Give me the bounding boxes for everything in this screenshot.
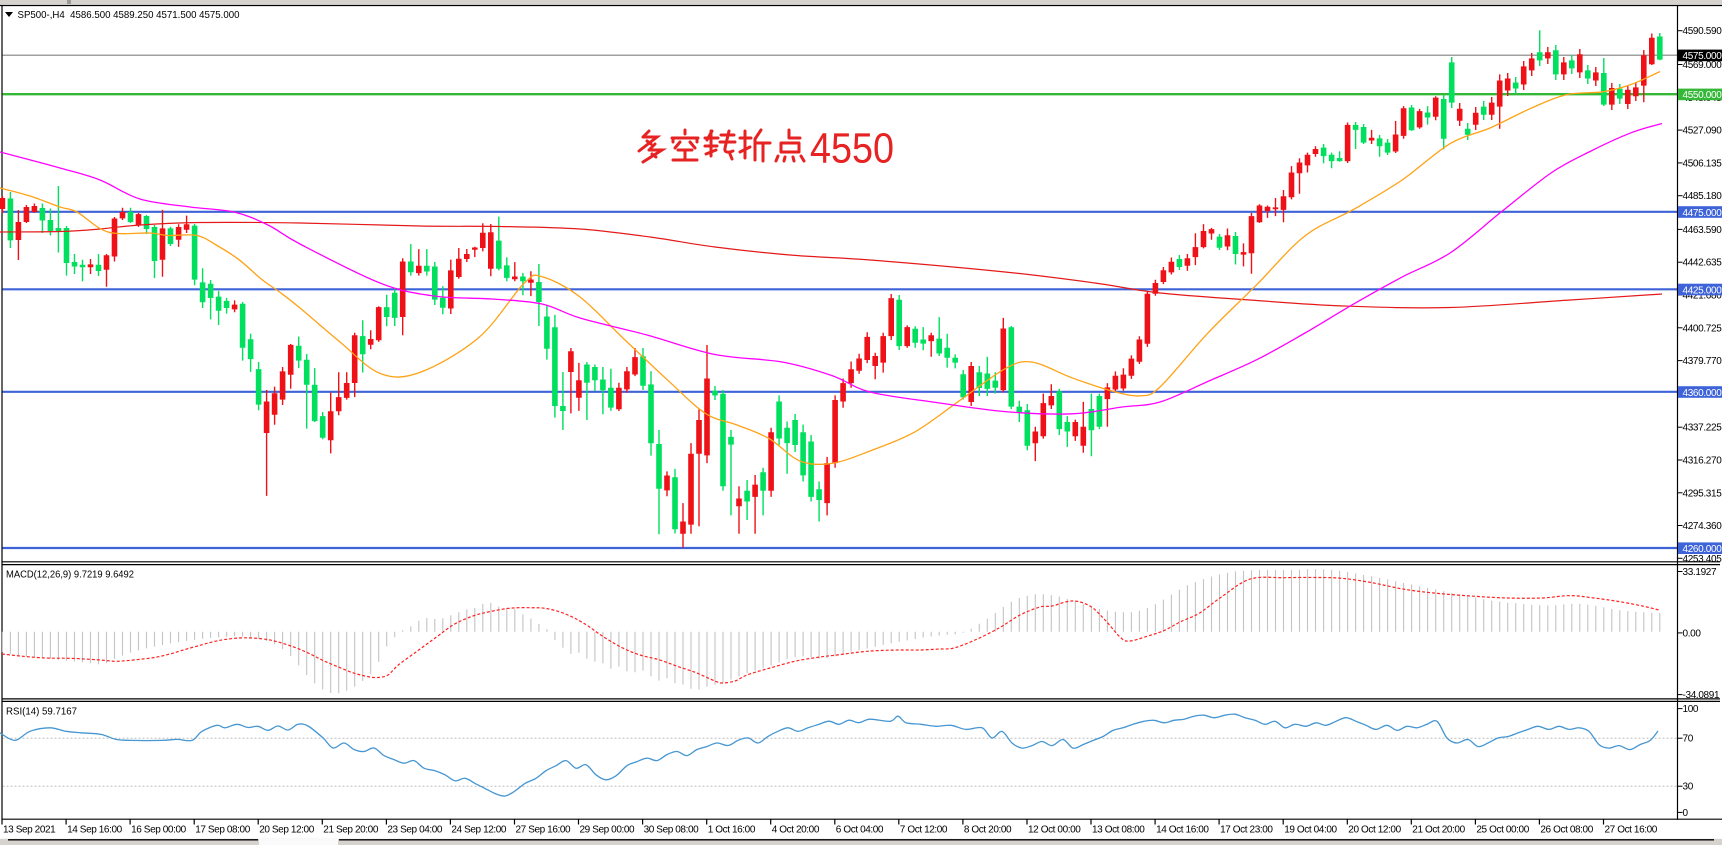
svg-text:20 Sep 12:00: 20 Sep 12:00 xyxy=(259,825,315,836)
svg-text:0: 0 xyxy=(1683,808,1689,819)
svg-text:4425.000: 4425.000 xyxy=(1683,285,1722,296)
svg-text:19 Oct 04:00: 19 Oct 04:00 xyxy=(1284,825,1337,836)
svg-text:100: 100 xyxy=(1683,704,1699,715)
svg-text:4379.770: 4379.770 xyxy=(1683,356,1722,367)
svg-text:MACD(12,26,9) 9.7219 9.6492: MACD(12,26,9) 9.7219 9.6492 xyxy=(6,568,134,580)
svg-text:21 Sep 20:00: 21 Sep 20:00 xyxy=(323,825,379,836)
svg-text:4 Oct 20:00: 4 Oct 20:00 xyxy=(772,825,820,836)
svg-text:4463.590: 4463.590 xyxy=(1683,225,1722,236)
svg-text:4400.725: 4400.725 xyxy=(1683,323,1722,334)
svg-text:RSI(14) 59.7167: RSI(14) 59.7167 xyxy=(6,706,77,718)
svg-text:0.00: 0.00 xyxy=(1683,628,1702,639)
svg-text:4337.225: 4337.225 xyxy=(1683,423,1722,434)
svg-text:4590.590: 4590.590 xyxy=(1683,26,1722,37)
svg-text:21 Oct 20:00: 21 Oct 20:00 xyxy=(1412,825,1465,836)
svg-text:33.1927: 33.1927 xyxy=(1683,567,1717,578)
svg-text:1 Oct 16:00: 1 Oct 16:00 xyxy=(708,825,756,836)
svg-text:4550: 4550 xyxy=(810,126,894,173)
svg-text:12 Oct 00:00: 12 Oct 00:00 xyxy=(1028,825,1081,836)
svg-text:14 Sep 16:00: 14 Sep 16:00 xyxy=(67,825,123,836)
svg-text:27 Oct 16:00: 27 Oct 16:00 xyxy=(1605,825,1658,836)
svg-text:14 Oct 16:00: 14 Oct 16:00 xyxy=(1156,825,1209,836)
svg-text:SP500-,H4 4586.500 4589.250 4: SP500-,H4 4586.500 4589.250 4571.500 457… xyxy=(18,9,240,21)
svg-text:4260.000: 4260.000 xyxy=(1683,544,1722,555)
svg-text:16 Sep 00:00: 16 Sep 00:00 xyxy=(131,825,187,836)
svg-text:4295.315: 4295.315 xyxy=(1683,488,1722,499)
svg-text:4475.000: 4475.000 xyxy=(1683,208,1722,219)
svg-text:8 Oct 20:00: 8 Oct 20:00 xyxy=(964,825,1012,836)
svg-text:4360.000: 4360.000 xyxy=(1683,388,1722,399)
svg-text:4527.090: 4527.090 xyxy=(1683,126,1722,137)
svg-text:4274.360: 4274.360 xyxy=(1683,521,1722,532)
svg-text:7 Oct 12:00: 7 Oct 12:00 xyxy=(900,825,948,836)
svg-text:23 Sep 04:00: 23 Sep 04:00 xyxy=(387,825,443,836)
svg-text:30: 30 xyxy=(1683,782,1694,793)
svg-text:4485.180: 4485.180 xyxy=(1683,191,1722,202)
svg-text:6 Oct 04:00: 6 Oct 04:00 xyxy=(836,825,884,836)
svg-text:4316.270: 4316.270 xyxy=(1683,456,1722,467)
svg-text:13 Sep 2021: 13 Sep 2021 xyxy=(3,825,56,836)
svg-text:4575.000: 4575.000 xyxy=(1683,51,1722,62)
svg-text:4506.135: 4506.135 xyxy=(1683,158,1722,169)
svg-text:13 Oct 08:00: 13 Oct 08:00 xyxy=(1092,825,1145,836)
svg-text:4253.405: 4253.405 xyxy=(1683,554,1722,565)
svg-text:29 Sep 00:00: 29 Sep 00:00 xyxy=(580,825,636,836)
svg-text:24 Sep 12:00: 24 Sep 12:00 xyxy=(451,825,507,836)
svg-text:4550.000: 4550.000 xyxy=(1683,90,1722,101)
svg-text:70: 70 xyxy=(1683,734,1694,745)
svg-text:17 Sep 08:00: 17 Sep 08:00 xyxy=(195,825,251,836)
svg-text:-34.0891: -34.0891 xyxy=(1683,690,1720,701)
svg-text:4442.635: 4442.635 xyxy=(1683,258,1722,269)
svg-text:27 Sep 16:00: 27 Sep 16:00 xyxy=(516,825,572,836)
svg-text:26 Oct 08:00: 26 Oct 08:00 xyxy=(1540,825,1593,836)
svg-text:25 Oct 00:00: 25 Oct 00:00 xyxy=(1476,825,1529,836)
svg-text:30 Sep 08:00: 30 Sep 08:00 xyxy=(644,825,700,836)
svg-text:17 Oct 23:00: 17 Oct 23:00 xyxy=(1220,825,1273,836)
svg-text:20 Oct 12:00: 20 Oct 12:00 xyxy=(1348,825,1401,836)
